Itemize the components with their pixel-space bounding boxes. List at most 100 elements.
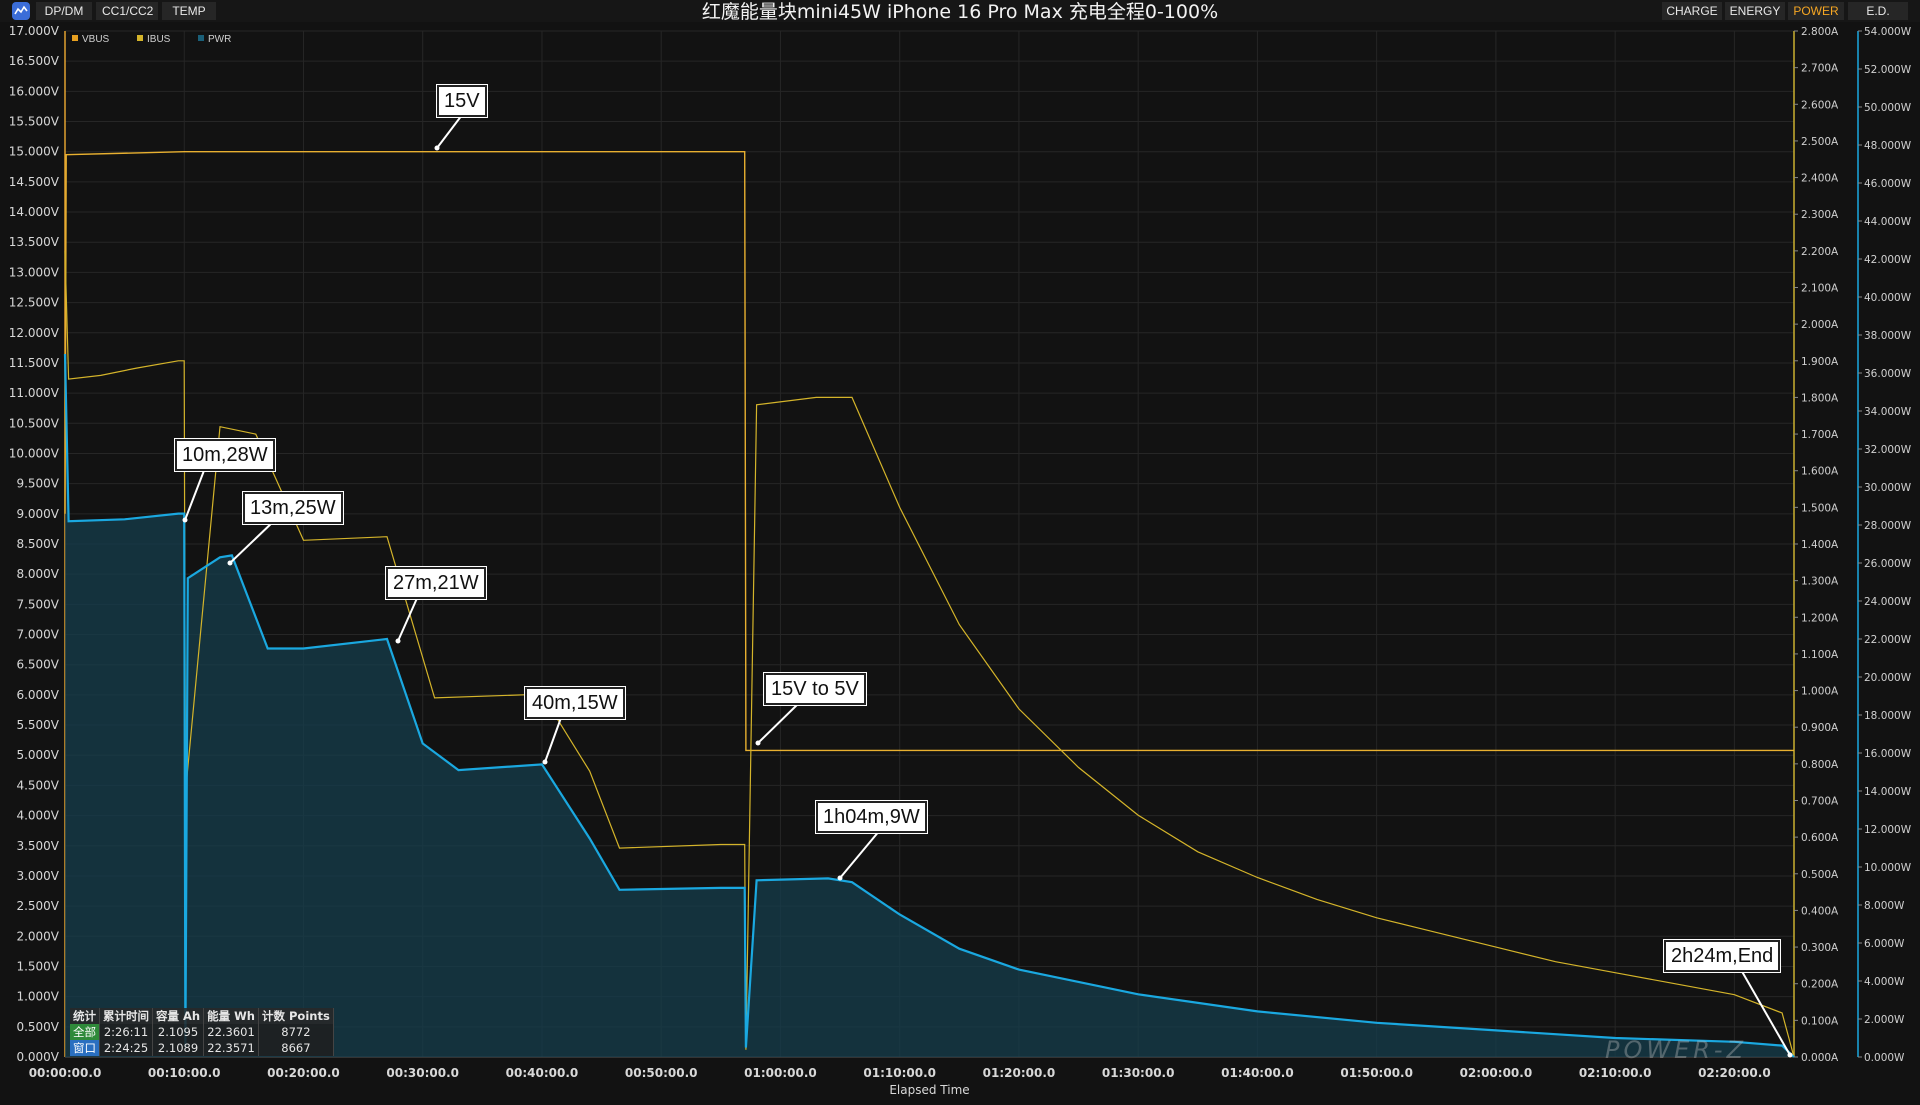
callout-13m-25w: 13m,25W bbox=[242, 491, 344, 525]
x-tick-label: 00:30:00.0 bbox=[386, 1066, 459, 1080]
y-right2-tick-label: 32.000W bbox=[1864, 444, 1912, 456]
stats-header: 容量 Ah bbox=[152, 1008, 205, 1024]
y-left-tick-label: 9.000V bbox=[16, 507, 59, 521]
y-right2-tick-label: 36.000W bbox=[1864, 368, 1912, 380]
callout-pointer-tip bbox=[434, 145, 440, 151]
y-left-tick-label: 10.500V bbox=[9, 416, 60, 430]
callout-pointer bbox=[436, 114, 463, 149]
y-right1-tick-label: 2.200A bbox=[1801, 246, 1839, 258]
stats-row-all: 全部 2:26:11 2.1095 22.3601 8772 bbox=[70, 1024, 334, 1040]
y-right1-tick-label: 1.100A bbox=[1801, 649, 1839, 661]
tab-charge[interactable]: CHARGE bbox=[1662, 2, 1722, 20]
y-right2-tick-label: 6.000W bbox=[1864, 938, 1905, 950]
y-right2-tick-label: 46.000W bbox=[1864, 178, 1912, 190]
y-right1-tick-label: 1.500A bbox=[1801, 502, 1839, 514]
y-right1-tick-label: 0.100A bbox=[1801, 1015, 1839, 1027]
y-right2-tick-label: 18.000W bbox=[1864, 710, 1912, 722]
callout-2h24m-end: 2h24m,End bbox=[1662, 939, 1782, 973]
tab-energy[interactable]: ENERGY bbox=[1725, 2, 1785, 20]
tab-temp[interactable]: TEMP bbox=[162, 2, 216, 20]
callout-pointer-tip bbox=[1787, 1052, 1793, 1058]
callout-pointer-tip bbox=[542, 759, 548, 765]
y-left-tick-label: 0.000V bbox=[16, 1050, 59, 1064]
x-tick-label: 00:40:00.0 bbox=[506, 1066, 579, 1080]
y-right2-tick-label: 26.000W bbox=[1864, 558, 1912, 570]
y-left-tick-label: 15.000V bbox=[9, 145, 60, 159]
callout-pointers bbox=[182, 114, 1793, 1058]
callout-pointer bbox=[1739, 967, 1791, 1056]
stats-cell: 2.1089 bbox=[152, 1040, 205, 1056]
y-right1-tick-label: 1.700A bbox=[1801, 429, 1839, 441]
legend-vbus: VBUS bbox=[72, 34, 109, 45]
y-right1-tick-label: 0.200A bbox=[1801, 979, 1839, 991]
x-tick-label: 00:20:00.0 bbox=[267, 1066, 340, 1080]
legend-pwr: PWR bbox=[198, 34, 231, 45]
x-tick-label: 02:00:00.0 bbox=[1460, 1066, 1533, 1080]
x-tick-label: 02:10:00.0 bbox=[1579, 1066, 1652, 1080]
y-right1-tick-label: 0.800A bbox=[1801, 759, 1839, 771]
y-right2-tick-label: 40.000W bbox=[1864, 292, 1912, 304]
y-left-tick-label: 12.000V bbox=[9, 326, 60, 340]
y-right2-tick-label: 30.000W bbox=[1864, 482, 1912, 494]
stats-cell: 2:26:11 bbox=[99, 1024, 153, 1040]
stats-header: 累计时间 bbox=[99, 1008, 153, 1024]
power-chart[interactable]: 0.000V 0.500V 1.000V 1.500V 2.000V 2.500V 3.00… bbox=[0, 22, 1920, 1105]
y-right1-tick-label: 2.300A bbox=[1801, 209, 1839, 221]
x-tick-label: 00:50:00.0 bbox=[625, 1066, 698, 1080]
y-right1-tick-label: 1.300A bbox=[1801, 576, 1839, 588]
tab-ed[interactable]: E.D. bbox=[1848, 2, 1908, 20]
callout-10m-28w: 10m,28W bbox=[174, 438, 276, 472]
stats-cell: 22.3601 bbox=[203, 1024, 259, 1040]
stats-row-window: 窗口 2:24:25 2.1089 22.3571 8667 bbox=[70, 1040, 334, 1056]
tab-dp-dm[interactable]: DP/DM bbox=[36, 2, 92, 20]
tab-power[interactable]: POWER bbox=[1788, 2, 1844, 20]
x-tick-label: 01:10:00.0 bbox=[863, 1066, 936, 1080]
y-right1-tick-label: 2.800A bbox=[1801, 26, 1839, 38]
y-right1-tick-label: 0.600A bbox=[1801, 832, 1839, 844]
callout-pointer-tip bbox=[182, 517, 188, 523]
y-left-tick-label: 3.500V bbox=[16, 839, 59, 853]
y-right1-tick-label: 1.800A bbox=[1801, 392, 1839, 404]
tab-cc1-cc2[interactable]: CC1/CC2 bbox=[96, 2, 158, 20]
y-right2-tick-label: 22.000W bbox=[1864, 634, 1912, 646]
stats-cell: 2.1095 bbox=[152, 1024, 205, 1040]
y-right2-tick-label: 28.000W bbox=[1864, 520, 1912, 532]
stats-cell: 8772 bbox=[258, 1024, 334, 1040]
x-tick-label: 01:00:00.0 bbox=[744, 1066, 817, 1080]
legend-ibus-swatch bbox=[137, 35, 143, 41]
y-right2-tick-label: 2.000W bbox=[1864, 1014, 1905, 1026]
legend-vbus-label: VBUS bbox=[82, 34, 110, 45]
y-right1-tick-label: 0.300A bbox=[1801, 942, 1839, 954]
x-tick-label: 02:20:00.0 bbox=[1698, 1066, 1771, 1080]
callout-pointer bbox=[839, 829, 881, 879]
y-left-tick-label: 11.000V bbox=[9, 386, 60, 400]
y-right2-tick-label: 54.000W bbox=[1864, 26, 1912, 38]
y-left-tick-label: 1.500V bbox=[16, 959, 59, 973]
y-right1-tick-label: 1.900A bbox=[1801, 356, 1839, 368]
legend-ibus: IBUS bbox=[137, 34, 170, 45]
app-logo-icon[interactable] bbox=[12, 2, 30, 20]
y-right1-tick-label: 2.500A bbox=[1801, 136, 1839, 148]
y-left-tick-label: 1.000V bbox=[16, 990, 59, 1004]
stats-cell: 全部 bbox=[70, 1024, 100, 1040]
y-left-tick-label: 13.500V bbox=[9, 235, 60, 249]
y-right1-tick-label: 2.400A bbox=[1801, 173, 1839, 185]
y-right2-tick-label: 48.000W bbox=[1864, 140, 1912, 152]
stats-cell: 2:24:25 bbox=[99, 1040, 153, 1056]
stats-table: 统计 累计时间 容量 Ah 能量 Wh 计数 Points 全部 2:26:11… bbox=[70, 1008, 334, 1056]
y-right2-tick-label: 14.000W bbox=[1864, 786, 1912, 798]
y-left-tick-label: 4.500V bbox=[16, 778, 59, 792]
y-left-tick-label: 5.000V bbox=[16, 748, 59, 762]
y-right2-tick-label: 12.000W bbox=[1864, 824, 1912, 836]
chart-title: 红魔能量块mini45W iPhone 16 Pro Max 充电全程0-100… bbox=[701, 1, 1219, 23]
stats-cell: 22.3571 bbox=[203, 1040, 259, 1056]
y-left-tick-label: 9.500V bbox=[16, 477, 59, 491]
y-left-tick-label: 10.000V bbox=[9, 446, 60, 460]
y-right2-tick-label: 42.000W bbox=[1864, 254, 1912, 266]
callout-40m-15w: 40m,15W bbox=[524, 686, 626, 720]
y-right1-tick-label: 0.400A bbox=[1801, 905, 1839, 917]
y-left-tick-label: 4.000V bbox=[16, 809, 59, 823]
callout-pointer-tip bbox=[227, 560, 233, 566]
y-right1-tick-label: 0.000A bbox=[1801, 1052, 1839, 1064]
stats-cell: 8667 bbox=[258, 1040, 334, 1056]
